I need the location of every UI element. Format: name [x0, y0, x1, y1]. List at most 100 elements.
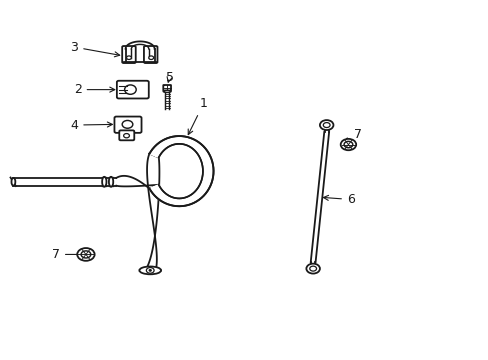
Ellipse shape — [102, 177, 106, 187]
Polygon shape — [202, 175, 213, 176]
Polygon shape — [203, 174, 213, 176]
Polygon shape — [167, 138, 171, 145]
Polygon shape — [202, 177, 212, 179]
Polygon shape — [173, 198, 175, 206]
Polygon shape — [190, 140, 196, 148]
Polygon shape — [201, 158, 211, 162]
Polygon shape — [187, 197, 191, 204]
Polygon shape — [190, 140, 196, 147]
Polygon shape — [180, 198, 181, 206]
Polygon shape — [203, 168, 213, 170]
Polygon shape — [203, 170, 213, 171]
Polygon shape — [149, 185, 159, 190]
Polygon shape — [151, 150, 160, 156]
Polygon shape — [203, 174, 213, 175]
Polygon shape — [188, 196, 194, 203]
Polygon shape — [195, 191, 203, 197]
Polygon shape — [197, 188, 205, 194]
Polygon shape — [202, 162, 212, 165]
Polygon shape — [165, 196, 170, 203]
Polygon shape — [203, 171, 213, 172]
Polygon shape — [188, 196, 192, 204]
FancyBboxPatch shape — [117, 81, 148, 99]
Ellipse shape — [122, 121, 133, 128]
Polygon shape — [191, 194, 197, 201]
Polygon shape — [202, 165, 213, 167]
Polygon shape — [192, 193, 199, 200]
Polygon shape — [189, 195, 195, 203]
Polygon shape — [155, 190, 163, 197]
Polygon shape — [151, 150, 160, 155]
Polygon shape — [202, 161, 212, 164]
Polygon shape — [185, 197, 188, 205]
Polygon shape — [169, 197, 173, 205]
Circle shape — [123, 134, 129, 138]
Polygon shape — [168, 138, 172, 145]
Text: 7: 7 — [344, 128, 362, 143]
Polygon shape — [196, 189, 204, 195]
Polygon shape — [201, 181, 211, 184]
Polygon shape — [188, 196, 193, 203]
Polygon shape — [202, 176, 213, 178]
Polygon shape — [169, 137, 173, 145]
Polygon shape — [160, 194, 166, 201]
Ellipse shape — [139, 266, 161, 274]
Polygon shape — [184, 198, 187, 206]
Polygon shape — [199, 153, 208, 157]
Ellipse shape — [344, 141, 352, 148]
Polygon shape — [181, 198, 182, 206]
Polygon shape — [178, 198, 179, 206]
Polygon shape — [199, 185, 209, 189]
Polygon shape — [150, 152, 159, 157]
Polygon shape — [200, 184, 209, 188]
Polygon shape — [156, 192, 163, 198]
Polygon shape — [197, 148, 205, 154]
Polygon shape — [203, 169, 213, 170]
Polygon shape — [200, 155, 209, 159]
Circle shape — [126, 56, 131, 59]
Polygon shape — [194, 192, 201, 199]
Polygon shape — [161, 194, 167, 201]
Polygon shape — [196, 190, 204, 195]
Polygon shape — [198, 186, 207, 191]
Polygon shape — [198, 150, 206, 155]
Text: 3: 3 — [70, 41, 120, 57]
Polygon shape — [161, 141, 167, 148]
Polygon shape — [156, 145, 163, 151]
Polygon shape — [149, 153, 159, 157]
Polygon shape — [196, 190, 203, 196]
Polygon shape — [187, 197, 192, 204]
Polygon shape — [182, 198, 183, 206]
Polygon shape — [187, 197, 191, 204]
Polygon shape — [172, 198, 175, 206]
Polygon shape — [195, 145, 203, 151]
Polygon shape — [184, 198, 187, 205]
Polygon shape — [163, 140, 168, 147]
Polygon shape — [199, 153, 209, 158]
Polygon shape — [166, 197, 170, 204]
Polygon shape — [184, 137, 188, 145]
Polygon shape — [197, 149, 206, 154]
Polygon shape — [202, 177, 212, 180]
Polygon shape — [184, 137, 187, 145]
Polygon shape — [170, 137, 173, 145]
Polygon shape — [201, 181, 210, 185]
Ellipse shape — [109, 177, 113, 187]
Ellipse shape — [81, 251, 91, 258]
Polygon shape — [182, 136, 184, 144]
Polygon shape — [157, 144, 163, 150]
Polygon shape — [187, 138, 191, 146]
Polygon shape — [175, 198, 177, 206]
Polygon shape — [194, 144, 201, 150]
Polygon shape — [186, 197, 190, 204]
Polygon shape — [195, 145, 202, 151]
Polygon shape — [150, 186, 160, 191]
Polygon shape — [201, 182, 210, 186]
Polygon shape — [202, 166, 213, 167]
Polygon shape — [187, 138, 191, 145]
Polygon shape — [195, 146, 203, 152]
Polygon shape — [195, 190, 203, 196]
Polygon shape — [190, 195, 196, 202]
Polygon shape — [201, 179, 211, 182]
Polygon shape — [159, 193, 165, 200]
